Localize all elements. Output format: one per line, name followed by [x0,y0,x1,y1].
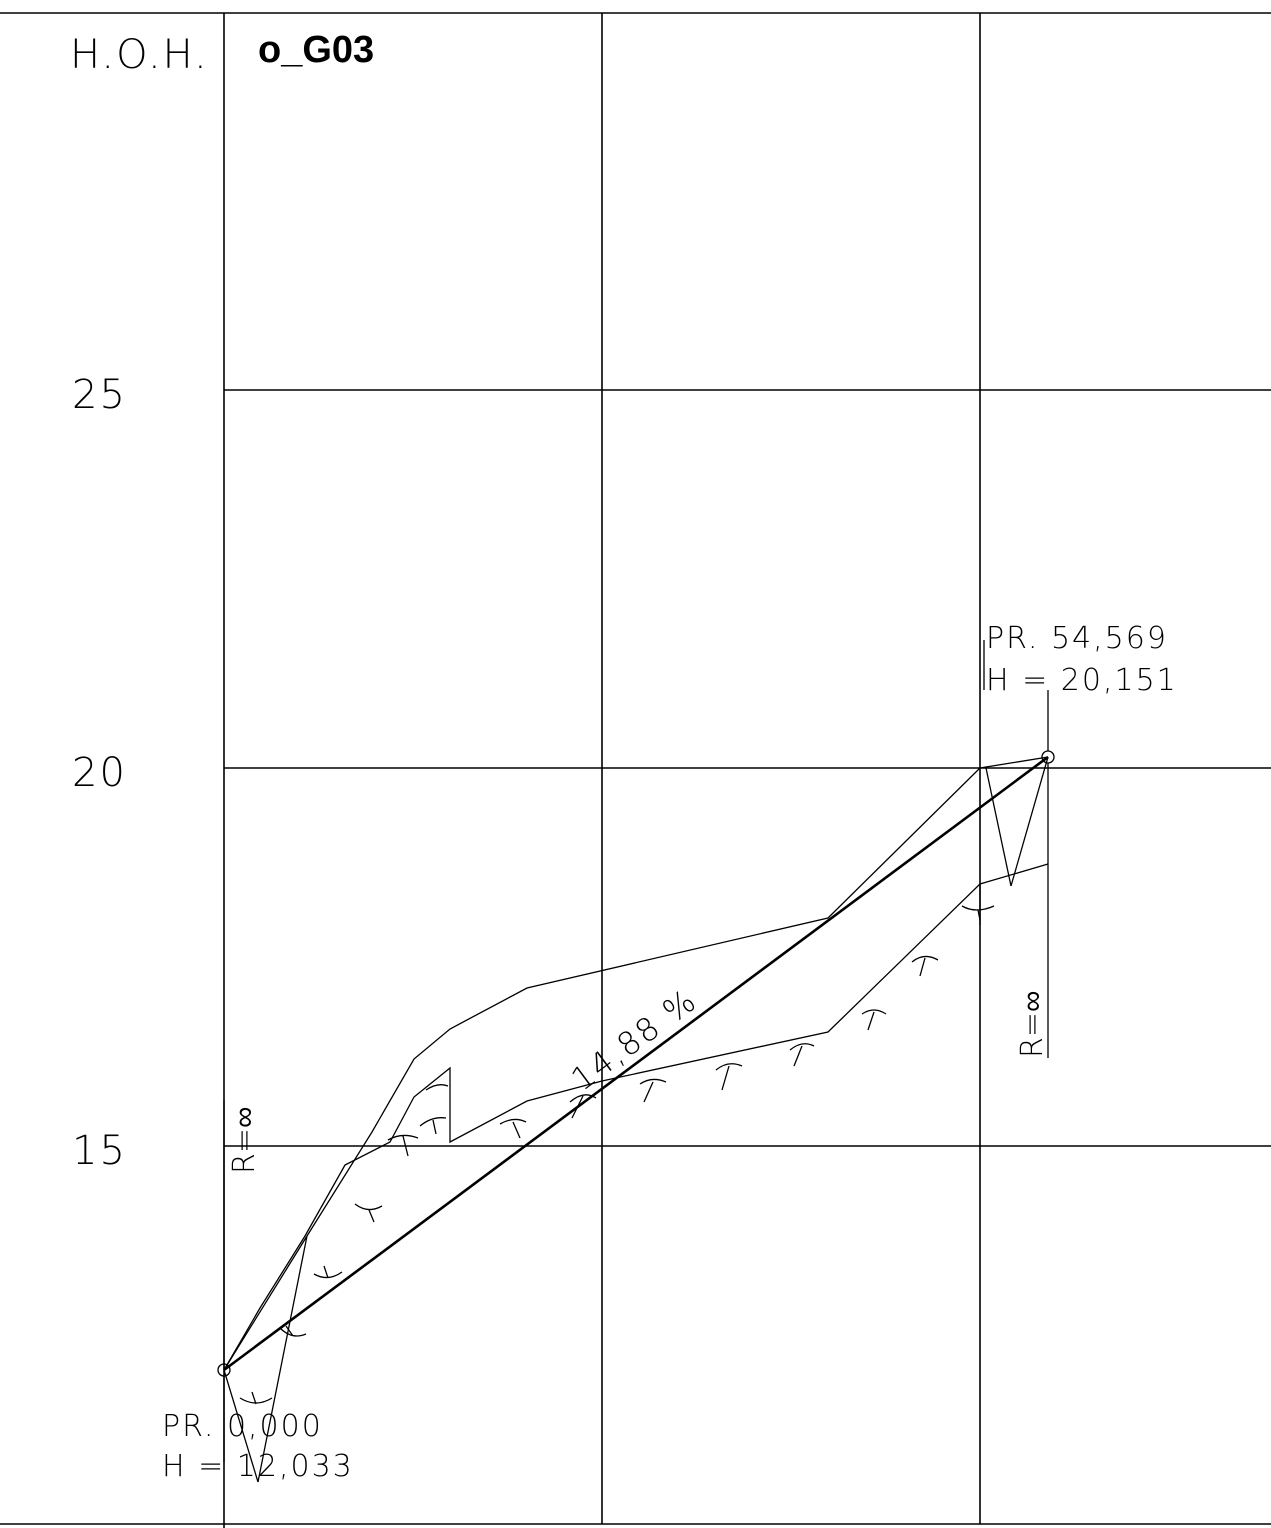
end-wedge-line [1010,756,1049,887]
start-station-label: PR. 0,000 [162,1409,323,1444]
slope-symbol [715,1063,743,1091]
y-tick-label-15: 15 [72,1128,127,1174]
upper-ground-line [223,756,1049,1371]
fill-hatch-diagonal [257,1235,308,1483]
slope-symbol [425,1084,449,1091]
end-radius-label: R=∞ [1015,991,1050,1058]
slope-symbol [499,1118,527,1139]
slope-symbol [861,1009,887,1031]
slope-symbol [789,1043,815,1067]
slope-symbol [419,1117,447,1135]
slope-symbol [911,955,939,977]
slope-symbols [239,905,995,1405]
lower-ground-line [223,863,1049,1371]
grade-line [223,755,1049,1372]
start-height-label: H = 12,033 [162,1449,354,1484]
end-wedge-line [985,767,1012,887]
slope-symbol [313,1265,343,1279]
fill-hatch-diagonal [223,1369,259,1483]
gradient-label: 14,88 % [564,981,704,1099]
y-tick-label-25: 25 [72,372,127,418]
terrain-lines [223,756,1049,1483]
slope-symbol [961,905,995,921]
slope-symbol [639,1078,667,1103]
slope-symbol [354,1203,383,1223]
slope-symbol [569,1094,597,1119]
slope-symbol [239,1391,273,1405]
axis-label: H.O.H. [70,32,209,78]
end-height-label: H = 20,151 [986,663,1178,698]
y-tick-label-20: 20 [72,750,127,796]
grid [0,12,1271,1528]
slope-symbol [279,1325,307,1337]
profile-id: o_G03 [258,29,374,71]
start-radius-label: R=∞ [227,1107,262,1174]
slope-symbol [387,1134,419,1157]
end-station-label: PR. 54,569 [986,621,1168,656]
